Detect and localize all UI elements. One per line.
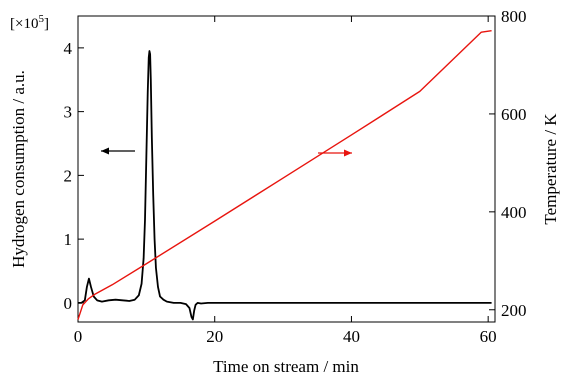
left-tick-label: 1 xyxy=(64,230,73,249)
multiplier-prefix: [×10 xyxy=(10,16,38,32)
right-tick-label: 600 xyxy=(501,105,527,124)
left-tick-label: 0 xyxy=(64,294,73,313)
plot-frame xyxy=(77,15,496,323)
x-tick-label: 20 xyxy=(206,327,223,346)
x-tick-label: 40 xyxy=(343,327,360,346)
right-tick-label: 200 xyxy=(501,301,527,320)
data-series xyxy=(77,29,492,321)
hydrogen-consumption-series-line xyxy=(78,50,492,321)
right-arrow xyxy=(318,149,352,157)
multiplier-exponent: 5 xyxy=(38,13,44,25)
temperature-series-line xyxy=(77,29,492,320)
left-tick-label: 4 xyxy=(64,39,73,58)
left-arrow-head xyxy=(101,147,109,155)
axis-indicator-arrows xyxy=(101,147,352,157)
multiplier-suffix: ] xyxy=(44,16,49,32)
left-arrow xyxy=(101,147,135,155)
x-tick-label: 60 xyxy=(480,327,497,346)
left-axis-multiplier: [×105] xyxy=(10,13,49,32)
x-tick-label: 0 xyxy=(74,327,83,346)
axis-ticks xyxy=(77,15,495,322)
left-tick-label: 2 xyxy=(64,166,73,185)
right-arrow-head xyxy=(344,149,352,157)
right-tick-label: 400 xyxy=(501,203,527,222)
x-axis-label: Time on stream / min xyxy=(213,357,359,376)
right-tick-label: 800 xyxy=(501,7,527,26)
left-tick-label: 3 xyxy=(64,103,73,122)
right-axis-label: Temperature / K xyxy=(541,113,560,225)
left-axis-label: Hydrogen consumption / a.u. xyxy=(9,70,28,268)
